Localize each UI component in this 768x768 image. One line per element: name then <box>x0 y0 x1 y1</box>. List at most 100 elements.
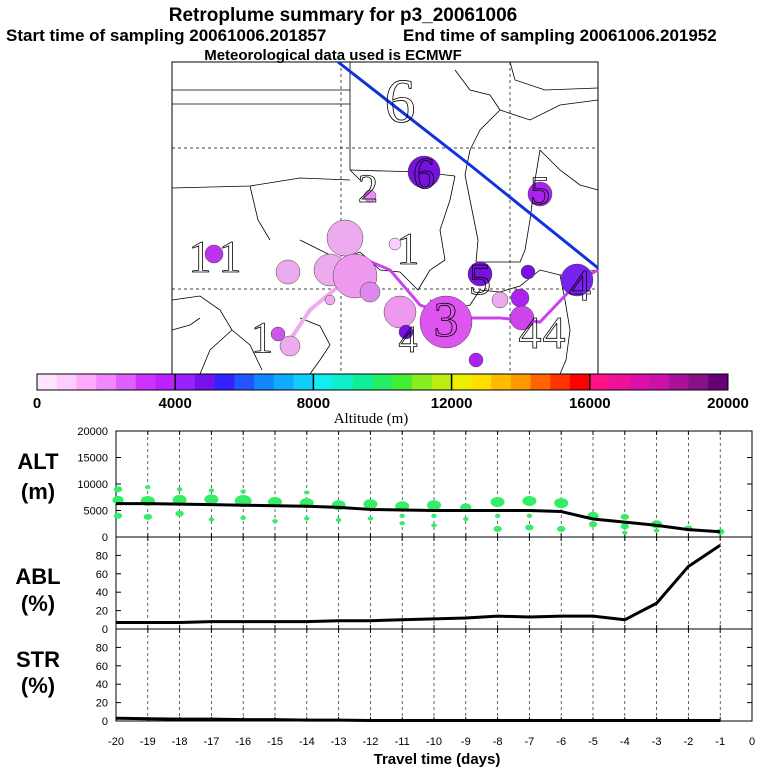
altitude-point <box>490 497 505 508</box>
plume-circle <box>388 237 402 251</box>
colorbar-cell <box>175 374 196 390</box>
colorbar-cell <box>313 374 334 390</box>
x-tick-label: -15 <box>267 736 283 748</box>
plume-circle <box>520 264 536 280</box>
colorbar-cell <box>56 374 77 390</box>
x-tick-label: -5 <box>588 736 598 748</box>
y-tick-label: 20 <box>96 606 108 618</box>
altitude-point <box>493 526 502 533</box>
colorbar-cell <box>412 374 433 390</box>
panel-label: ALT <box>17 449 59 474</box>
altitude-point <box>176 487 183 492</box>
trajectory-map: 6 6 5 2 1 1 1 5 4 1 3 4 4 4 <box>171 60 599 375</box>
altitude-point <box>431 513 437 518</box>
plume-circles <box>204 155 594 368</box>
plume-circle <box>270 326 286 342</box>
colorbar-cell <box>688 374 709 390</box>
x-tick-label: -4 <box>620 736 630 748</box>
day-label: 1 <box>251 313 273 362</box>
x-tick-label: -10 <box>426 736 442 748</box>
altitude-point <box>240 489 246 494</box>
colorbar-frame <box>36 373 729 391</box>
panel-str: 0 20 40 60 80 STR(%) <box>16 628 753 728</box>
day-label: 4 <box>519 307 542 358</box>
colorbar-cell <box>214 374 235 390</box>
plume-circle <box>279 335 301 357</box>
colorbar-label: Altitude (m) <box>334 411 409 427</box>
x-tick-label: -7 <box>525 736 535 748</box>
colorbar-cell <box>293 374 314 390</box>
colorbar-cell <box>194 374 216 390</box>
x-tick-label: -2 <box>684 736 694 748</box>
plume-circle <box>527 181 553 207</box>
day-label: 3 <box>434 291 459 347</box>
altitude-point <box>113 512 123 519</box>
x-axis-label: Travel time (days) <box>374 751 501 768</box>
map-day-labels: 6 6 5 2 1 1 1 5 4 1 3 4 4 4 <box>188 68 591 363</box>
colorbar-cell <box>629 374 650 390</box>
day-label: 2 <box>358 166 378 211</box>
day-label: 4 <box>569 261 591 310</box>
y-tick-label: 20 <box>96 698 108 710</box>
plume-circle <box>398 324 414 340</box>
altitude-point <box>588 521 598 528</box>
altitude-point <box>557 526 566 533</box>
altitude-point <box>620 523 629 530</box>
day-label: 4 <box>399 319 418 361</box>
colorbar-tick-label: 4000 <box>159 395 192 412</box>
altitude-point <box>272 519 278 524</box>
colorbar-cell <box>668 374 690 390</box>
x-tick-label: -9 <box>461 736 471 748</box>
altitude-point <box>112 495 124 504</box>
altitude-point <box>240 515 246 520</box>
day-label: 4 <box>543 307 566 358</box>
x-tick-label: -16 <box>235 736 251 748</box>
altitude-point <box>622 530 628 535</box>
end-time-label: End time of sampling 20061006.201952 <box>403 26 717 45</box>
colorbar-cell <box>333 374 354 390</box>
trajectory-line-blue <box>337 60 599 270</box>
y-tick-label: 80 <box>96 642 108 654</box>
plume-circle <box>363 189 377 203</box>
altitude-colorbar: 0 4000 8000 12000 16000 20000 Altitude (m) <box>33 373 749 427</box>
colorbar-cell <box>76 374 97 390</box>
altitude-point <box>208 517 215 522</box>
altitude-point <box>367 516 374 521</box>
colorbar-cell <box>570 374 591 390</box>
altitude-point <box>525 524 534 531</box>
plume-circle <box>275 259 301 285</box>
altitude-point <box>335 518 342 523</box>
colorbar-cell <box>352 374 374 390</box>
altitude-point <box>620 513 629 520</box>
colorbar-cell <box>392 374 413 390</box>
colorbar-tick-label: 12000 <box>431 395 473 412</box>
altitude-point <box>399 521 406 526</box>
altitude-point <box>204 494 219 505</box>
altitude-point <box>494 513 501 518</box>
colorbar-cell <box>37 374 58 390</box>
plume-circle <box>204 244 224 264</box>
met-data-label: Meteorological data used is ECMWF <box>204 47 462 64</box>
panel-unit-label: (%) <box>21 673 55 698</box>
plume-circle <box>509 305 535 331</box>
x-tick-label: -1 <box>715 736 725 748</box>
altitude-point <box>427 500 441 511</box>
day-label: 5 <box>530 168 550 213</box>
plume-circle <box>560 263 594 297</box>
colorbar-cell <box>431 374 453 390</box>
day-label: 1 <box>219 231 242 282</box>
colorbar-cell <box>254 374 275 390</box>
x-tick-label: -6 <box>556 736 566 748</box>
colorbar-cell <box>708 374 729 390</box>
y-tick-label: 40 <box>96 679 108 691</box>
panel-label: ABL <box>15 564 60 589</box>
time-series-panels: 05000100001500020000ALT(m)020406080ABL(%… <box>15 426 755 748</box>
y-tick-label: 15000 <box>77 453 108 465</box>
x-tick-label: -17 <box>203 736 219 748</box>
x-tick-label: -19 <box>140 736 156 748</box>
y-tick-label: 0 <box>102 624 108 636</box>
plume-circle <box>326 219 364 257</box>
y-tick-label: 0 <box>102 532 108 544</box>
panel-unit-label: (%) <box>21 591 55 616</box>
x-tick-label: -20 <box>108 736 124 748</box>
